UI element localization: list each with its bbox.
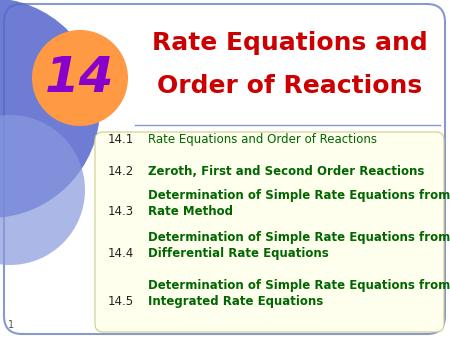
Text: Order of Reactions: Order of Reactions (158, 74, 423, 98)
Circle shape (0, 0, 100, 218)
Circle shape (0, 115, 85, 265)
Text: Determination of Simple Rate Equations from Initial
Rate Method: Determination of Simple Rate Equations f… (148, 189, 450, 218)
Text: Determination of Simple Rate Equations from
Integrated Rate Equations: Determination of Simple Rate Equations f… (148, 279, 450, 308)
Text: 14.5: 14.5 (108, 295, 134, 308)
Text: Rate Equations and Order of Reactions: Rate Equations and Order of Reactions (148, 133, 377, 146)
Text: 14.1: 14.1 (108, 133, 134, 146)
Circle shape (32, 30, 128, 126)
Text: 14.4: 14.4 (108, 247, 134, 260)
Text: 1: 1 (8, 320, 14, 330)
Text: Rate Equations and: Rate Equations and (152, 31, 428, 55)
Text: 14.3: 14.3 (108, 205, 134, 218)
FancyBboxPatch shape (4, 4, 445, 334)
Text: 14.2: 14.2 (108, 165, 134, 178)
Text: 14: 14 (45, 54, 115, 102)
Text: Zeroth, First and Second Order Reactions: Zeroth, First and Second Order Reactions (148, 165, 424, 178)
FancyBboxPatch shape (95, 132, 444, 332)
Text: Determination of Simple Rate Equations from
Differential Rate Equations: Determination of Simple Rate Equations f… (148, 231, 450, 260)
